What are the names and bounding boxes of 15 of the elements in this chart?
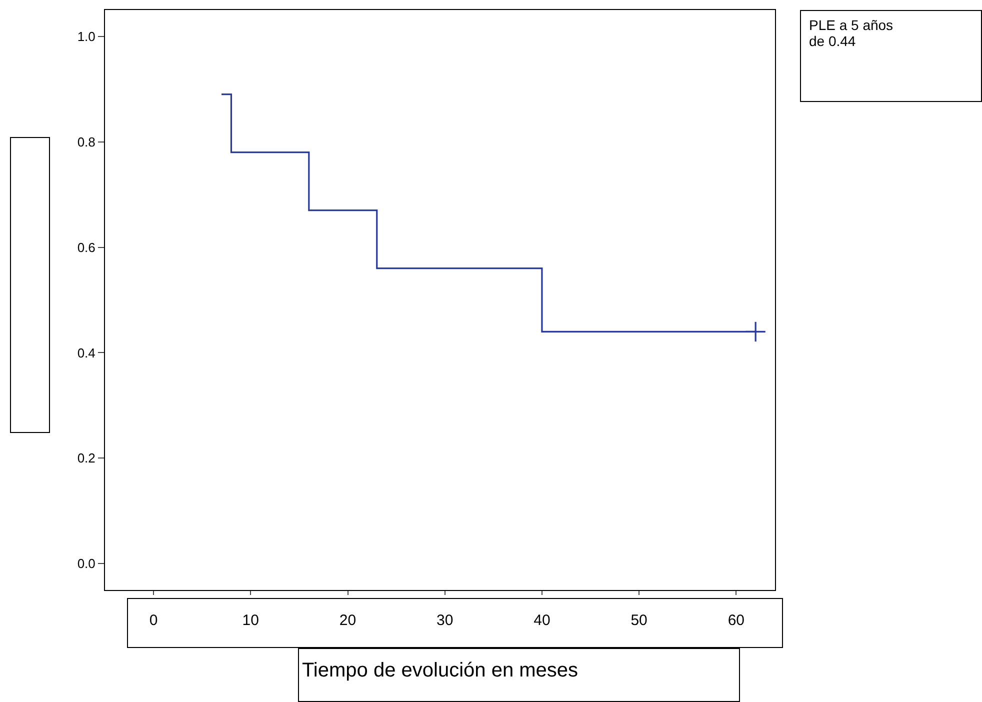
x-tick-label: 40 xyxy=(534,612,550,629)
x-tick-label: 0 xyxy=(149,612,158,629)
x-tick-label: 20 xyxy=(339,612,356,629)
x-tick-label: 60 xyxy=(728,612,745,629)
y-tick-label: 0.4 xyxy=(77,345,96,360)
x-tick-label: 10 xyxy=(242,612,259,629)
y-tick-label: 1.0 xyxy=(77,28,96,44)
x-tick-label: 50 xyxy=(630,612,648,629)
y-tick-label: 0.8 xyxy=(77,134,96,150)
x-axis-title: Tiempo de evolución en meses xyxy=(302,660,578,682)
y-tick-label: 0.2 xyxy=(77,450,96,466)
y-tick-label: 0.0 xyxy=(77,556,96,572)
text: PLE a 5 años de 0.44 xyxy=(800,10,982,102)
y-tick-label: 0.6 xyxy=(77,240,96,255)
x-tick-label: 30 xyxy=(436,612,454,629)
